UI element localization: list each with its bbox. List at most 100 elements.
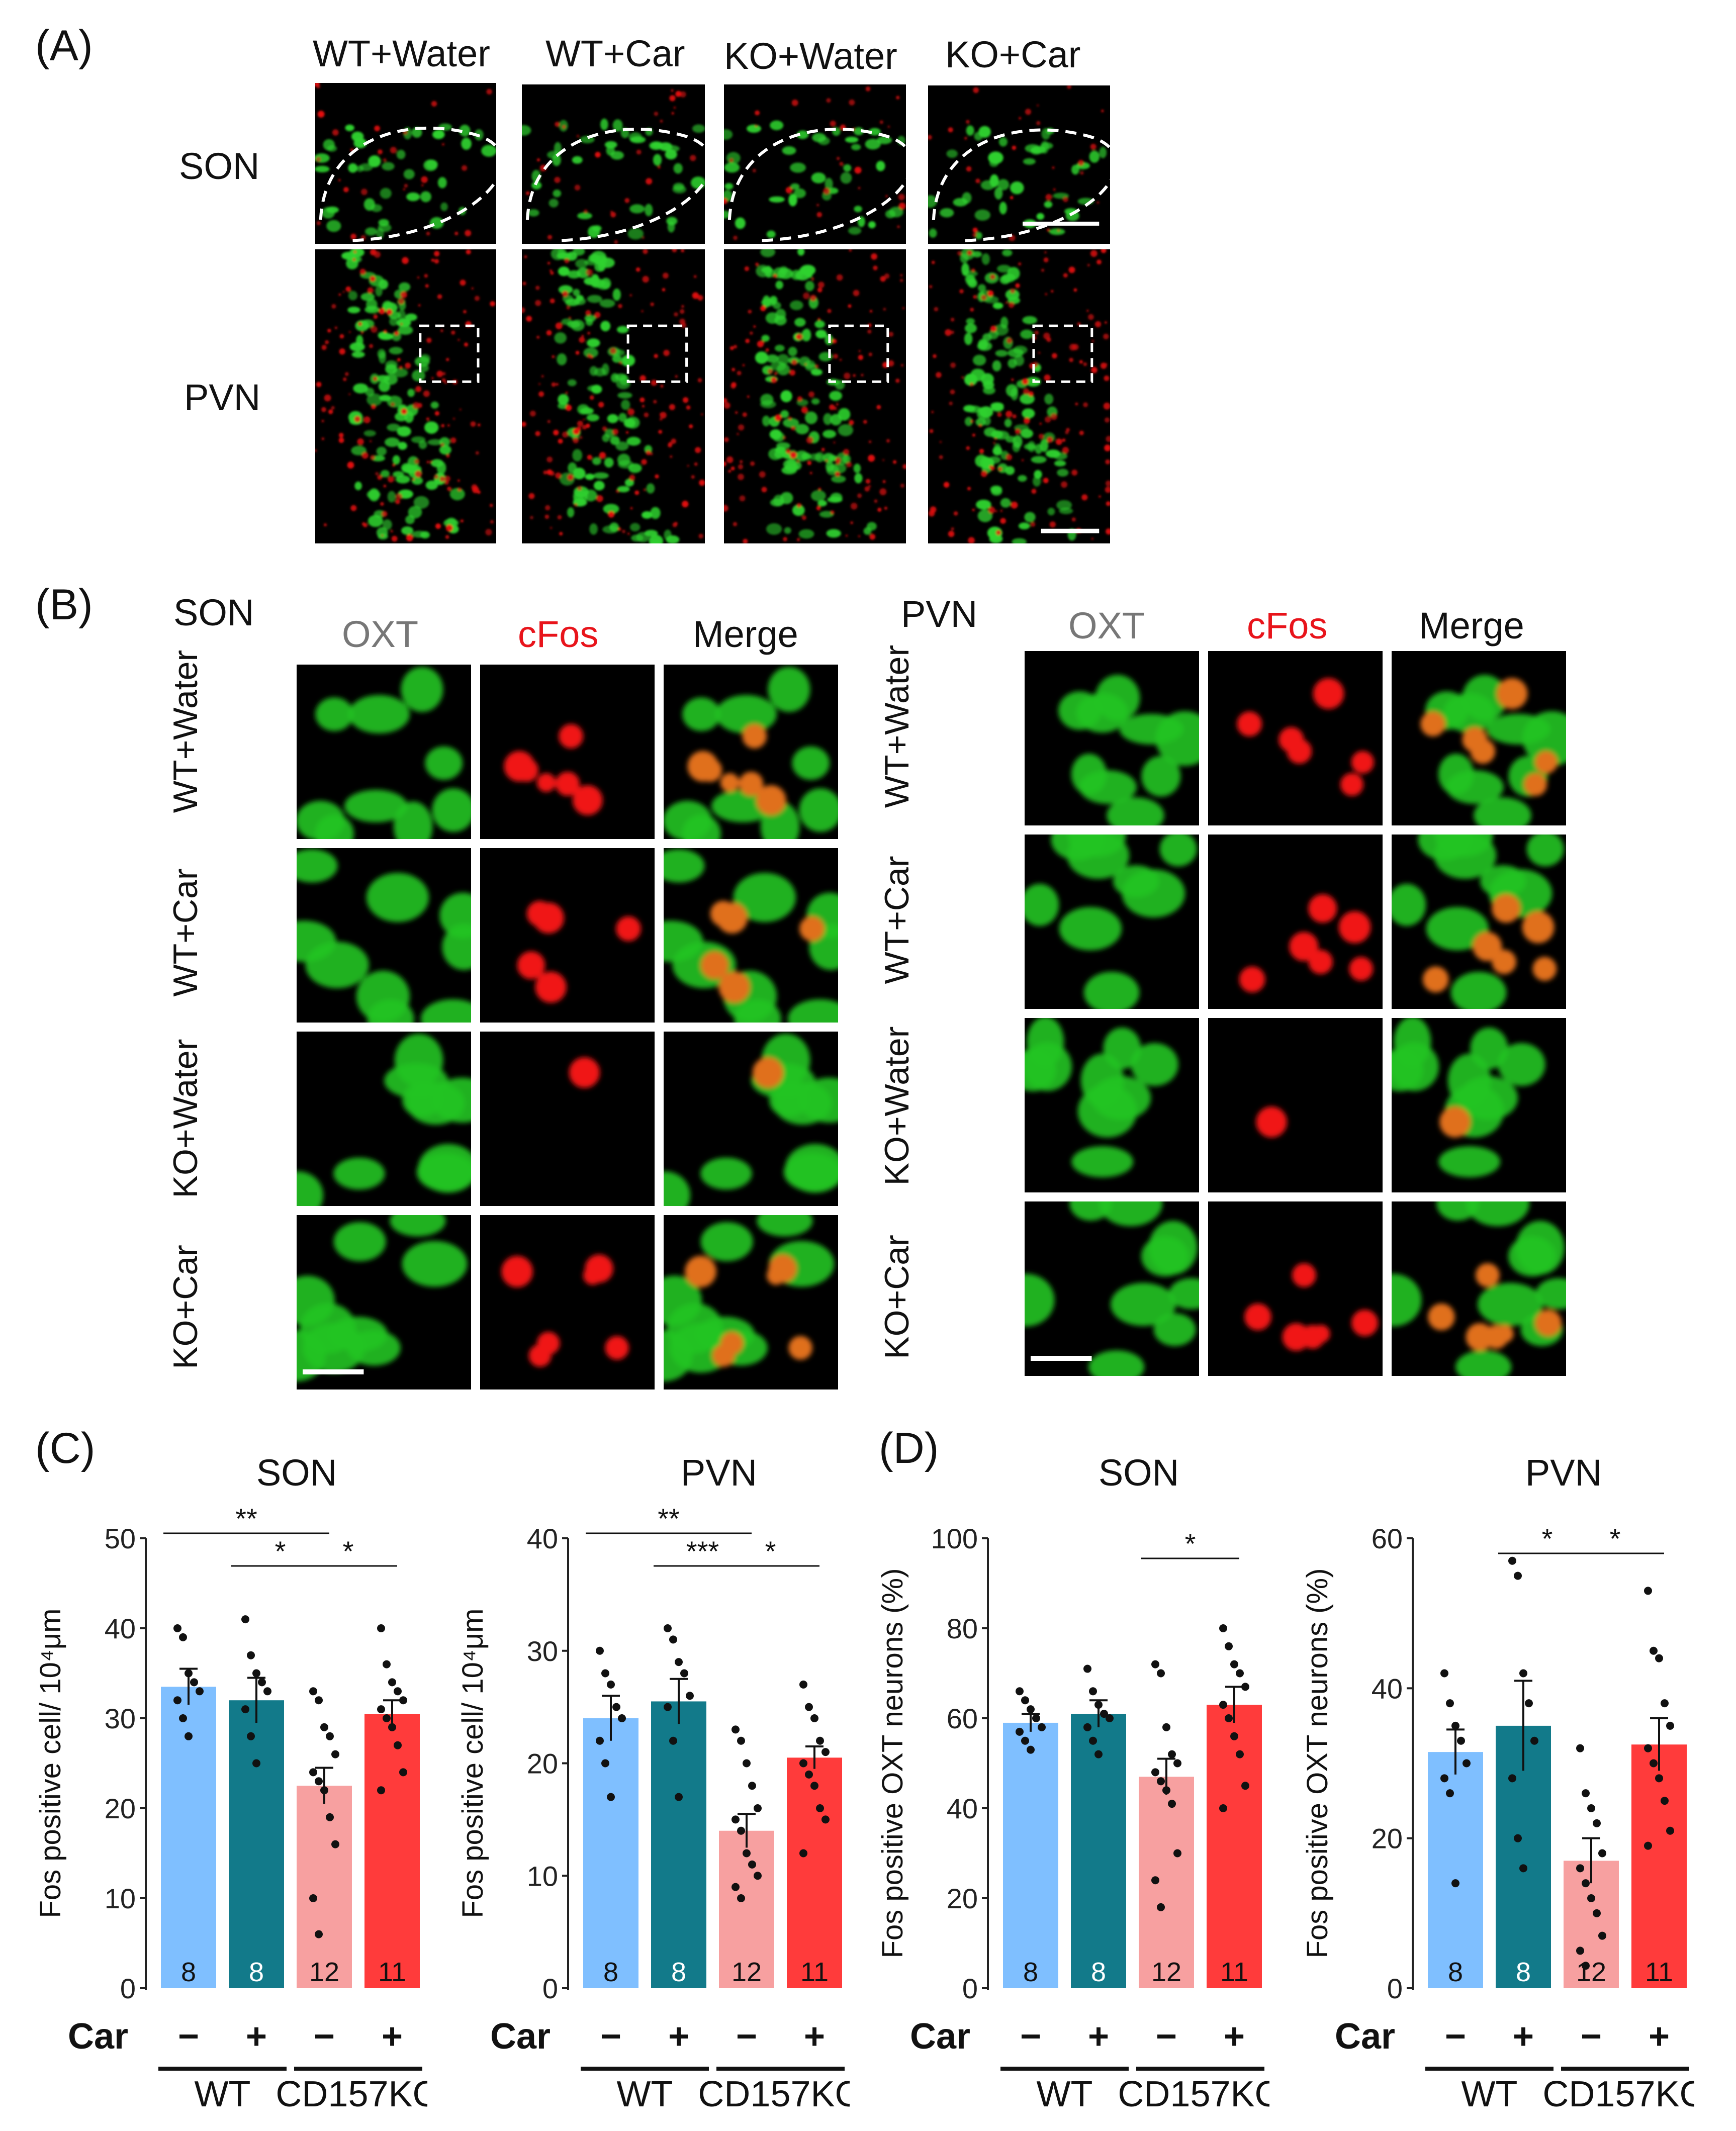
data-point (1016, 1687, 1024, 1696)
n-label: 12 (732, 1957, 762, 1987)
significance-label: * (343, 1535, 354, 1567)
data-point (821, 1815, 830, 1824)
panel-a-pvn-wt-water-image (315, 249, 496, 543)
data-point (799, 1849, 807, 1858)
data-point (1157, 1903, 1165, 1911)
panel-b-pvn-wt-car-cfos-image (1208, 835, 1383, 1009)
y-tick-label: 20 (105, 1793, 136, 1824)
significance-label: * (1185, 1528, 1196, 1559)
data-point (185, 1732, 193, 1740)
y-tick-label: 10 (527, 1860, 558, 1892)
data-point (241, 1615, 249, 1624)
group-label: WT (617, 2074, 673, 2114)
panel-b-pvn-wt-water-cfos-image (1208, 651, 1383, 825)
data-point (1157, 1669, 1165, 1678)
panel-a-pvn-ko-car-image (928, 249, 1110, 543)
panel-b-label: (B) (35, 581, 93, 629)
data-point (1021, 1696, 1029, 1705)
bar (787, 1757, 842, 1988)
data-point (1598, 1931, 1606, 1940)
car-sign: + (246, 2016, 267, 2057)
bar (1003, 1722, 1058, 1988)
group-label: WT (195, 2074, 251, 2114)
panel-b-pvn-ko-water-merge-image (1392, 1018, 1566, 1192)
y-tick-label: 50 (105, 1523, 136, 1554)
panel-a-col-wt-car: WT+Car (545, 33, 685, 74)
data-point (732, 1815, 740, 1824)
data-point (1038, 1723, 1046, 1731)
data-point (686, 1692, 694, 1700)
data-point (1241, 1683, 1249, 1691)
car-sign: + (1649, 2016, 1670, 2057)
y-tick-label: 60 (947, 1703, 978, 1734)
data-point (1598, 1849, 1606, 1858)
data-point (1508, 1556, 1516, 1565)
data-point (1027, 1745, 1035, 1754)
y-tick-label: 20 (1372, 1823, 1403, 1855)
car-sign: − (1020, 2016, 1041, 2057)
n-label: 12 (1576, 1957, 1606, 1987)
data-point (799, 1759, 807, 1768)
data-point (1508, 1774, 1516, 1783)
panel-a-pvn-wt-car-image (522, 249, 705, 543)
panel-b-pvn-wt-water-merge-image (1392, 651, 1566, 825)
y-tick-label: 30 (527, 1635, 558, 1667)
panel-b-son-cfos-header: cFos (518, 613, 599, 655)
data-point (388, 1723, 396, 1731)
data-point (748, 1782, 756, 1790)
data-point (388, 1678, 396, 1687)
panel-a-son-wt-car-image (522, 84, 705, 244)
data-point (754, 1804, 762, 1812)
chart-title: SON (1099, 1452, 1179, 1494)
data-point (263, 1687, 271, 1696)
chart-title: PVN (1525, 1452, 1602, 1494)
data-point (1451, 1721, 1459, 1730)
significance-label: ** (235, 1503, 257, 1534)
y-tick-label: 40 (947, 1793, 978, 1824)
data-point (810, 1714, 818, 1722)
panel-a-son-ko-water-image (724, 84, 906, 244)
data-point (743, 1759, 751, 1768)
data-point (1519, 1864, 1527, 1873)
data-point (1457, 1736, 1465, 1745)
y-tick-label: 20 (527, 1748, 558, 1780)
data-point (1236, 1750, 1244, 1758)
car-sign: − (314, 2016, 335, 2057)
data-point (664, 1703, 672, 1711)
data-point (185, 1669, 193, 1678)
car-sign: − (736, 2016, 757, 2057)
data-point (1666, 1826, 1674, 1835)
data-point (173, 1696, 181, 1705)
panel-b-son-row-wt-car: WT+Car (166, 868, 205, 997)
data-point (810, 1782, 818, 1790)
data-point (675, 1793, 683, 1801)
data-point (1655, 1654, 1663, 1662)
data-point (1089, 1687, 1097, 1696)
data-point (1173, 1849, 1181, 1858)
panel-b-pvn-row-ko-water: KO+Water (878, 1026, 916, 1186)
data-point (1173, 1759, 1181, 1768)
data-point (1576, 1864, 1584, 1873)
data-point (377, 1624, 385, 1632)
data-point (383, 1714, 391, 1722)
n-label: 12 (309, 1957, 339, 1987)
bar (1071, 1714, 1126, 1988)
panel-b-son-ko-water-oxt-image (297, 1032, 471, 1206)
n-label: 8 (603, 1957, 618, 1987)
significance-label: * (1610, 1523, 1621, 1554)
car-sign: + (1088, 2016, 1109, 2057)
data-point (1027, 1705, 1035, 1714)
bar (1631, 1744, 1687, 1988)
panel-b-pvn-row-wt-car: WT+Car (878, 856, 916, 984)
panel-b-pvn-ko-water-cfos-image (1208, 1018, 1383, 1192)
data-point (1219, 1624, 1227, 1632)
data-point (669, 1736, 677, 1745)
data-point (1514, 1834, 1522, 1842)
data-point (737, 1894, 745, 1902)
n-label: 8 (671, 1957, 686, 1987)
data-point (1219, 1701, 1227, 1709)
data-point (816, 1736, 824, 1745)
data-point (1451, 1879, 1459, 1888)
data-point (799, 1680, 807, 1689)
panel-b-son-title: SON (173, 592, 254, 633)
